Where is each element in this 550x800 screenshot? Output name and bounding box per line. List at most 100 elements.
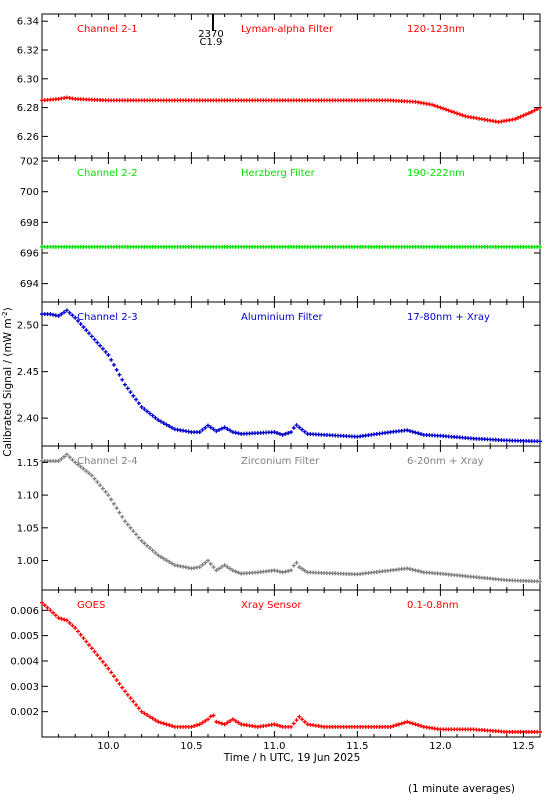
- data-point: [272, 722, 277, 727]
- data-point: [203, 560, 208, 565]
- data-point: [81, 466, 86, 471]
- data-point: [98, 483, 103, 488]
- data-point: [225, 426, 230, 431]
- data-point: [275, 430, 280, 435]
- band-label: 0.1-0.8nm: [407, 600, 459, 611]
- data-point: [106, 493, 111, 498]
- data-point: [538, 439, 542, 444]
- data-point: [302, 429, 307, 434]
- data-point: [103, 663, 108, 668]
- data-point: [67, 620, 72, 625]
- data-point: [277, 724, 282, 729]
- data-point: [142, 541, 147, 546]
- data-point: [170, 561, 175, 566]
- data-point: [538, 729, 542, 734]
- data-point: [217, 566, 222, 571]
- data-point: [123, 382, 127, 387]
- data-point: [156, 553, 161, 558]
- data-point: [153, 550, 158, 555]
- data-point: [286, 430, 291, 435]
- data-point: [111, 501, 116, 506]
- data-point: [56, 459, 61, 464]
- data-point: [62, 617, 67, 622]
- data-point: [158, 419, 163, 424]
- data-point: [513, 117, 518, 122]
- data-point: [289, 568, 293, 573]
- data-point: [219, 426, 224, 431]
- data-point: [142, 407, 147, 412]
- data-point: [236, 570, 241, 575]
- data-point: [73, 315, 78, 320]
- y-tick-label: 6.34: [17, 17, 39, 28]
- data-point: [125, 522, 130, 527]
- data-point: [228, 566, 233, 571]
- y-tick-label: 702: [20, 157, 39, 168]
- data-point: [170, 724, 175, 729]
- y-tick-label: 6.28: [17, 103, 39, 114]
- data-point: [73, 626, 78, 631]
- data-point: [40, 600, 44, 605]
- data-point: [197, 430, 202, 435]
- data-point: [117, 510, 122, 515]
- y-tick-label: 6.32: [17, 46, 39, 57]
- data-point: [125, 692, 130, 697]
- data-point: [123, 519, 127, 524]
- data-point: [391, 724, 396, 729]
- data-point: [42, 603, 47, 608]
- data-point: [81, 636, 86, 641]
- data-point: [131, 529, 136, 534]
- data-point: [222, 722, 227, 727]
- axes: 6.26 6.28 6.30 6.32 6.34 694 696 698 700 702 2.40 2…: [10, 14, 541, 752]
- data-point: [302, 568, 307, 573]
- panel-frame: [41, 589, 541, 738]
- data-point: [402, 720, 407, 725]
- y-tick-label: 6.26: [17, 132, 39, 143]
- data-point: [73, 460, 78, 465]
- data-point: [214, 429, 219, 434]
- data-point: [217, 720, 222, 725]
- data-point: [136, 401, 141, 406]
- x-tick-label: 11.5: [346, 741, 368, 752]
- data-point: [407, 428, 412, 433]
- data-point: [394, 723, 399, 728]
- data-point: [64, 452, 69, 457]
- data-point: [56, 615, 61, 620]
- data-point: [134, 532, 139, 537]
- data-point: [59, 456, 64, 461]
- band-label: 17-80nm + Xray: [407, 312, 490, 323]
- data-point: [206, 558, 210, 563]
- data-point: [100, 659, 105, 664]
- data-point: [75, 318, 80, 323]
- data-point: [197, 722, 202, 727]
- y-tick-label: 2.40: [17, 414, 39, 425]
- data-point: [98, 656, 103, 661]
- x-tick-label: 12.0: [429, 741, 451, 752]
- data-point: [106, 666, 111, 671]
- data-point: [87, 331, 92, 336]
- data-point: [405, 566, 410, 571]
- data-point: [446, 108, 451, 113]
- data-point: [275, 569, 280, 574]
- data-point: [277, 431, 282, 436]
- data-point: [59, 616, 64, 621]
- data-point: [419, 724, 424, 729]
- data-point: [81, 325, 86, 330]
- data-point: [410, 429, 415, 434]
- data-point: [230, 717, 235, 722]
- data-point: [430, 102, 435, 107]
- data-point: [139, 709, 144, 714]
- filter-label: Zirconium Filter: [241, 456, 320, 467]
- data-point: [158, 554, 163, 559]
- data-point: [432, 103, 437, 108]
- data-point: [117, 681, 122, 686]
- panel-frame: [41, 301, 541, 447]
- data-point: [515, 115, 520, 120]
- x-tick-label: 10.0: [97, 741, 119, 752]
- data-point: [233, 718, 238, 723]
- y-axis-label-main: Calibrated Signal / (mW m: [2, 318, 14, 456]
- data-point: [438, 105, 443, 110]
- data-point: [106, 352, 111, 357]
- data-point: [538, 579, 542, 584]
- data-point: [521, 113, 526, 118]
- data-point: [419, 569, 424, 574]
